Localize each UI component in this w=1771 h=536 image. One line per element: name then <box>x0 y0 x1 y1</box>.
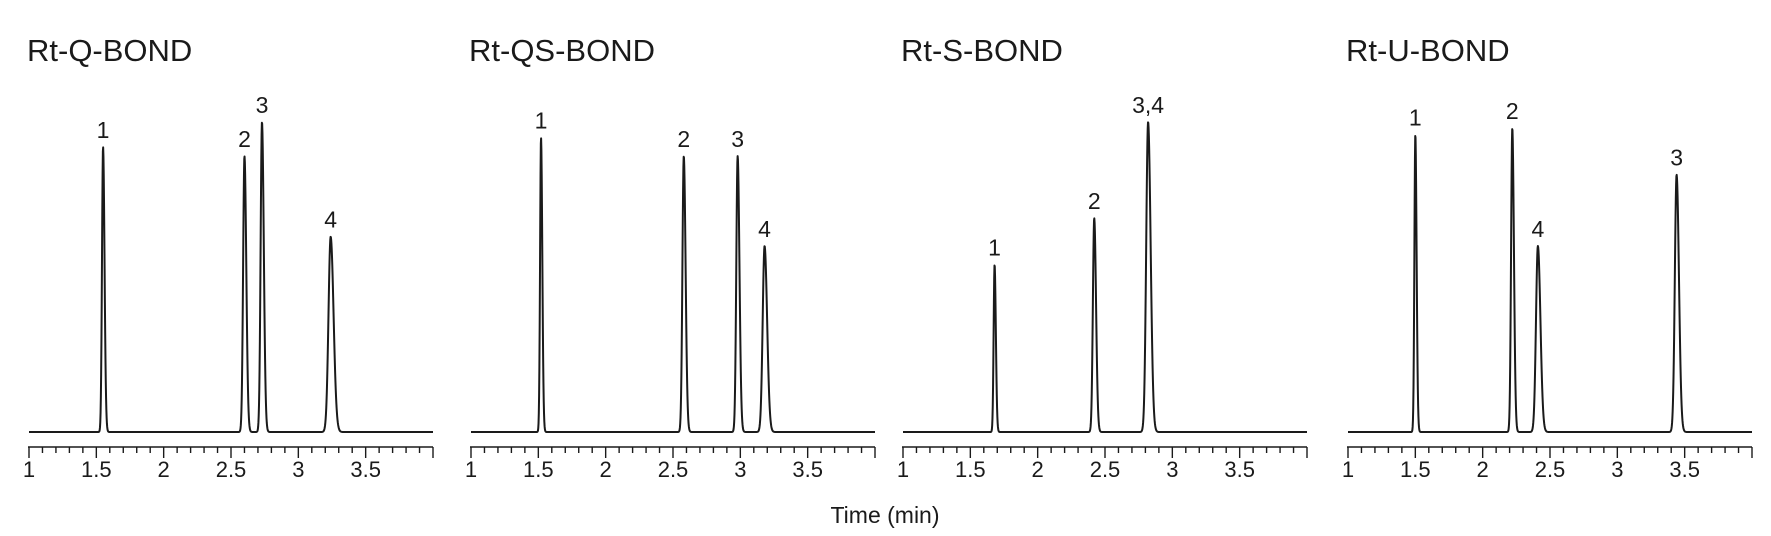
chromatogram-trace <box>28 121 434 433</box>
chromatogram-trace <box>902 121 1308 433</box>
x-tick-label: 1.5 <box>955 457 986 482</box>
panel-4: Rt-U-BOND 1 2 4 3 1 1.5 2 2.5 3 3.5 <box>1342 33 1753 482</box>
x-tick-label: 2.5 <box>1535 457 1566 482</box>
x-tick-label: 3.5 <box>1669 457 1700 482</box>
x-tick-label: 1 <box>1342 457 1354 482</box>
x-tick-label: 1 <box>23 457 35 482</box>
x-tick-label: 1.5 <box>81 457 112 482</box>
x-tick-label: 3 <box>1611 457 1623 482</box>
panel-3: Rt-S-BOND 1 2 3,4 1 1.5 2 2.5 3 3.5 <box>897 33 1308 482</box>
peak-label: 1 <box>988 235 1001 261</box>
peak-label: 4 <box>324 207 337 233</box>
x-tick-label: 1 <box>897 457 909 482</box>
x-tick-label: 2.5 <box>216 457 247 482</box>
x-tick-label: 2.5 <box>658 457 689 482</box>
panel-title: Rt-Q-BOND <box>27 33 192 68</box>
peak-label: 3 <box>1670 145 1683 171</box>
x-tick-label: 1.5 <box>1400 457 1431 482</box>
x-tick-label: 3.5 <box>792 457 823 482</box>
panel-title: Rt-QS-BOND <box>469 33 655 68</box>
peak-label: 1 <box>97 117 110 143</box>
x-tick-label: 2 <box>158 457 170 482</box>
peak-label: 3 <box>256 92 269 118</box>
x-tick-label: 2 <box>600 457 612 482</box>
x-tick-label: 1 <box>465 457 477 482</box>
panel-2: Rt-QS-BOND 1 2 3 4 1 1.5 2 2.5 3 3.5 <box>465 33 876 482</box>
peak-label: 1 <box>535 108 548 134</box>
peak-label: 3 <box>731 126 744 152</box>
x-tick-label: 2.5 <box>1090 457 1121 482</box>
panel-title: Rt-S-BOND <box>901 33 1063 68</box>
x-tick-label: 2 <box>1032 457 1044 482</box>
peak-label: 3,4 <box>1132 92 1164 118</box>
x-tick-label: 2 <box>1477 457 1489 482</box>
peak-label: 4 <box>1531 216 1544 242</box>
peak-label: 4 <box>758 216 771 242</box>
x-tick-label: 3 <box>292 457 304 482</box>
panel-title: Rt-U-BOND <box>1346 33 1510 68</box>
x-tick-label: 3 <box>734 457 746 482</box>
x-tick-label: 3 <box>1166 457 1178 482</box>
x-axis-title: Time (min) <box>830 502 939 528</box>
peak-label: 2 <box>1088 188 1101 214</box>
chromatogram-trace <box>1347 128 1753 433</box>
peak-label: 1 <box>1409 104 1422 130</box>
peak-label: 2 <box>677 126 690 152</box>
x-tick-label: 3.5 <box>350 457 381 482</box>
x-tick-label: 1.5 <box>523 457 554 482</box>
peak-label: 2 <box>238 126 251 152</box>
peak-label: 2 <box>1506 98 1519 124</box>
x-tick-label: 3.5 <box>1224 457 1255 482</box>
chromatogram-trace <box>470 137 876 433</box>
